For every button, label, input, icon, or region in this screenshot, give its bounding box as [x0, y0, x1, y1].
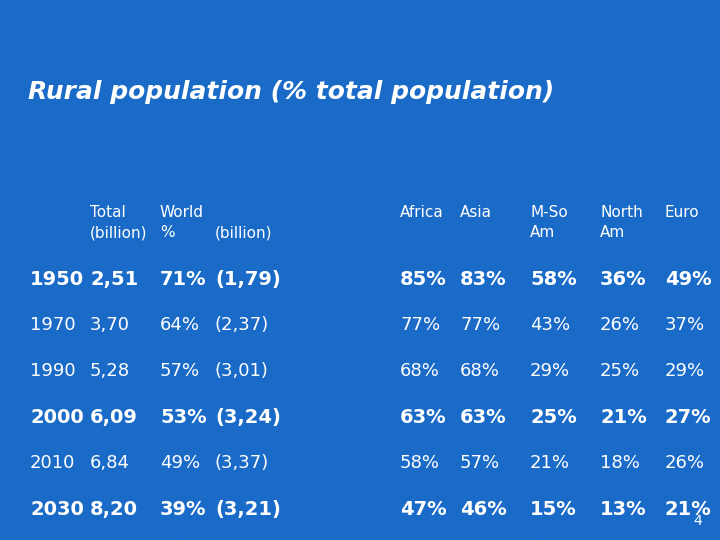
Text: 15%: 15%	[530, 500, 577, 519]
Text: 46%: 46%	[460, 500, 507, 519]
Text: 64%: 64%	[160, 316, 200, 334]
Text: Africa: Africa	[400, 205, 444, 220]
Text: 47%: 47%	[400, 500, 446, 519]
Text: M-So: M-So	[530, 205, 568, 220]
Text: 53%: 53%	[160, 408, 207, 427]
Text: (3,24): (3,24)	[215, 408, 281, 427]
Text: 4: 4	[693, 514, 702, 528]
Text: 6,84: 6,84	[90, 454, 130, 472]
Text: 1970: 1970	[30, 316, 76, 334]
Text: 77%: 77%	[400, 316, 440, 334]
Text: 2030: 2030	[30, 500, 84, 519]
Text: 57%: 57%	[160, 362, 200, 380]
Text: 77%: 77%	[460, 316, 500, 334]
Text: Total: Total	[90, 205, 126, 220]
Text: Euro: Euro	[665, 205, 700, 220]
Text: 13%: 13%	[600, 500, 647, 519]
Text: (1,79): (1,79)	[215, 270, 281, 289]
Text: 27%: 27%	[665, 408, 711, 427]
Text: 1990: 1990	[30, 362, 76, 380]
Text: Am: Am	[530, 225, 555, 240]
Text: 63%: 63%	[460, 408, 507, 427]
Text: 49%: 49%	[160, 454, 200, 472]
Text: %: %	[160, 225, 175, 240]
Text: 21%: 21%	[530, 454, 570, 472]
Text: 26%: 26%	[600, 316, 640, 334]
Text: 43%: 43%	[530, 316, 570, 334]
Text: 18%: 18%	[600, 454, 640, 472]
Text: (billion): (billion)	[90, 225, 148, 240]
Text: 5,28: 5,28	[90, 362, 130, 380]
Text: 68%: 68%	[460, 362, 500, 380]
Text: 6,09: 6,09	[90, 408, 138, 427]
Text: Rural population (% total population): Rural population (% total population)	[28, 80, 554, 104]
Text: 85%: 85%	[400, 270, 446, 289]
Text: 29%: 29%	[665, 362, 705, 380]
Text: 25%: 25%	[600, 362, 640, 380]
Text: 2010: 2010	[30, 454, 76, 472]
Text: Asia: Asia	[460, 205, 492, 220]
Text: 49%: 49%	[665, 270, 711, 289]
Text: 83%: 83%	[460, 270, 507, 289]
Text: 68%: 68%	[400, 362, 440, 380]
Text: 1950: 1950	[30, 270, 84, 289]
Text: 39%: 39%	[160, 500, 207, 519]
Text: (3,37): (3,37)	[215, 454, 269, 472]
Text: 36%: 36%	[600, 270, 647, 289]
Text: World: World	[160, 205, 204, 220]
Text: (3,21): (3,21)	[215, 500, 281, 519]
Text: 25%: 25%	[530, 408, 577, 427]
Text: 2,51: 2,51	[90, 270, 138, 289]
Text: 2000: 2000	[30, 408, 84, 427]
Text: Am: Am	[600, 225, 625, 240]
Text: 63%: 63%	[400, 408, 446, 427]
Text: (3,01): (3,01)	[215, 362, 269, 380]
Text: 8,20: 8,20	[90, 500, 138, 519]
Text: 21%: 21%	[665, 500, 712, 519]
Text: 57%: 57%	[460, 454, 500, 472]
Text: North: North	[600, 205, 643, 220]
Text: (billion): (billion)	[215, 225, 272, 240]
Text: 29%: 29%	[530, 362, 570, 380]
Text: 71%: 71%	[160, 270, 207, 289]
Text: 58%: 58%	[400, 454, 440, 472]
Text: 26%: 26%	[665, 454, 705, 472]
Text: (2,37): (2,37)	[215, 316, 269, 334]
Text: 21%: 21%	[600, 408, 647, 427]
Text: 37%: 37%	[665, 316, 705, 334]
Text: 3,70: 3,70	[90, 316, 130, 334]
Text: 58%: 58%	[530, 270, 577, 289]
